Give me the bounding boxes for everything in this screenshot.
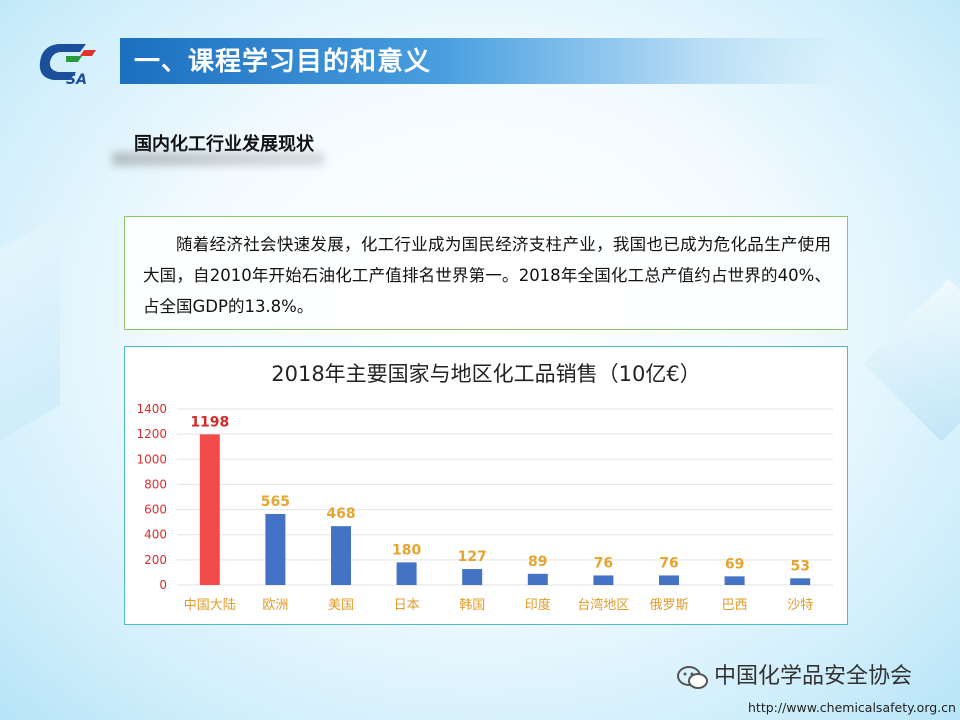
- x-tick-label-9: 沙特: [787, 598, 813, 613]
- bar-2: [331, 526, 351, 585]
- x-tick-label-8: 巴西: [722, 598, 748, 613]
- bar-6: [593, 575, 614, 585]
- data-label-6: 76: [594, 555, 613, 571]
- bar-8: [724, 576, 745, 585]
- y-tick-label-4: 800: [144, 477, 167, 491]
- bar-3: [396, 562, 417, 585]
- chart-title: 2018年主要国家与地区化工品销售（10亿€）: [271, 362, 701, 386]
- y-tick-label-0: 0: [159, 578, 167, 592]
- bar-7: [659, 575, 679, 585]
- bar-5: [527, 573, 548, 585]
- data-label-5: 89: [528, 554, 547, 570]
- data-label-9: 53: [790, 558, 809, 574]
- y-tick-label-7: 1400: [136, 402, 167, 416]
- y-tick-label-3: 600: [144, 503, 167, 517]
- csa-logo: SA: [39, 44, 96, 86]
- x-tick-label-1: 欧洲: [262, 598, 288, 613]
- footer-brand: 中国化学品安全协会: [676, 662, 912, 692]
- x-tick-label-0: 中国大陆: [184, 597, 236, 613]
- data-label-4: 127: [458, 549, 487, 565]
- page-title: 一、课程学习目的和意义: [134, 47, 432, 77]
- wechat-icon: [677, 666, 708, 689]
- bar-chart-svg: 2018年主要国家与地区化工品销售（10亿€） 0 200 400 600 800 1000…: [136, 362, 833, 613]
- y-tick-label-6: 1200: [136, 427, 167, 441]
- background-decoration-right: [863, 278, 960, 442]
- y-tick-label-5: 1000: [136, 452, 167, 466]
- data-label-1: 565: [261, 494, 290, 510]
- y-tick-label-1: 200: [144, 553, 167, 567]
- y-tick-label-2: 400: [144, 528, 167, 542]
- data-label-3: 180: [392, 542, 421, 558]
- bar-9: [790, 578, 811, 585]
- footer-url[interactable]: http://www.chemicalsafety.org.cn: [748, 700, 956, 715]
- x-tick-label-7: 俄罗斯: [649, 598, 688, 613]
- x-tick-label-6: 台湾地区: [577, 597, 629, 613]
- bar-4: [462, 569, 483, 585]
- logo-text: SA: [66, 72, 87, 86]
- data-label-0: 1198: [190, 414, 229, 430]
- section-subtitle: 国内化工行业发展现状: [134, 134, 314, 155]
- footer-brand-text: 中国化学品安全协会: [714, 664, 913, 689]
- x-tick-label-2: 美国: [328, 598, 354, 613]
- header-bar: [120, 38, 840, 84]
- x-tick-label-5: 印度: [525, 597, 551, 613]
- x-tick-label-4: 韩国: [459, 598, 485, 613]
- sales-chart: 2018年主要国家与地区化工品销售（10亿€） 0 200 400 600 800 1000…: [124, 346, 848, 625]
- background-decoration-left: [0, 215, 60, 475]
- bar-1: [265, 513, 286, 585]
- intro-paragraph: 随着经济社会快速发展，化工行业成为国民经济支柱产业，我国也已成为危化品生产使用大…: [124, 216, 848, 330]
- x-tick-label-3: 日本: [394, 598, 420, 613]
- bar-0: [199, 434, 220, 585]
- data-label-8: 69: [725, 556, 744, 572]
- blurred-caption: [112, 152, 324, 166]
- data-label-7: 76: [659, 555, 678, 571]
- data-label-2: 468: [326, 506, 355, 522]
